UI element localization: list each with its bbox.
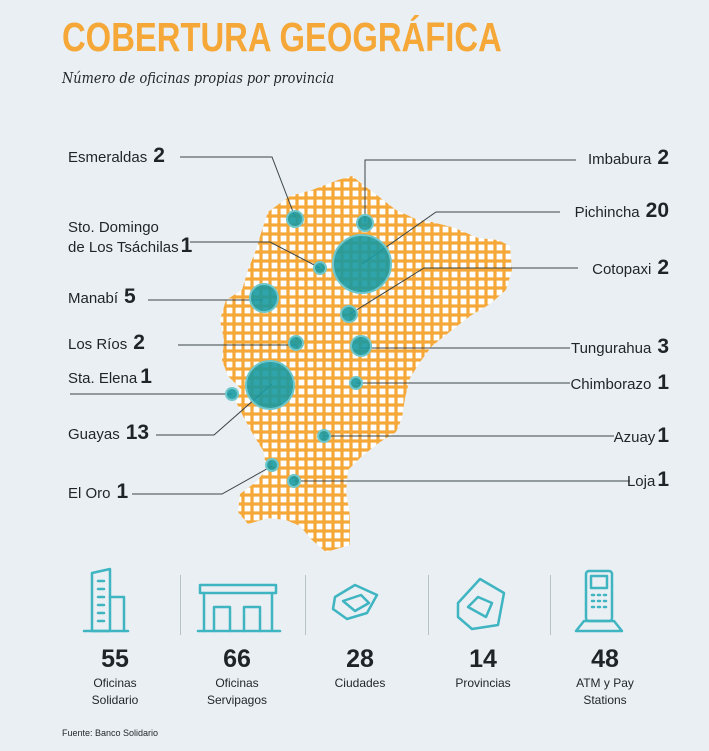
building-icon [82,567,130,633]
divider [305,575,306,635]
label-los-rios: Los Ríos 2 [68,331,145,354]
label-chimborazo: Chimborazo 1 [570,371,669,394]
label-sta-elena: Sta. Elena 1 [68,365,152,388]
bubble-imbabura [356,214,374,232]
leader-line [364,159,576,222]
page-title: COBERTURA GEOGRÁFICA [62,14,502,60]
bubble-loja [287,474,301,488]
stat-value: 55 [101,645,129,673]
stat-value: 14 [469,645,497,673]
stat-label: ATM y Pay Stations [576,676,634,707]
bubble-manabi [249,283,279,313]
atm-icon [574,569,624,633]
bubble-azuay [317,429,331,443]
stat-value: 66 [223,645,251,673]
label-el-oro: El Oro 1 [68,480,129,503]
label-esmeraldas: Esmeraldas 2 [68,144,165,167]
bubble-el-oro [265,458,279,472]
stat-value: 48 [591,645,619,673]
label-tungurahua: Tungurahua 3 [570,335,669,358]
leader-line [349,267,578,315]
bubble-esmeraldas [286,210,304,228]
leader-line [361,211,560,265]
divider [550,575,551,635]
stat-label: Provincias [455,676,511,690]
page-subtitle: Número de oficinas propias por provincia [62,69,335,87]
bubble-tungurahua [350,335,372,357]
leader-line [190,241,321,269]
city-icon [331,583,379,621]
ecuador-map [70,156,630,552]
stat-label: Oficinas Servipagos [206,676,268,707]
bubble-sta-elena [225,387,239,401]
source-note: Fuente: Banco Solidario [62,728,159,738]
bubble-cotopaxi [340,305,358,323]
bubble-guayas [245,360,295,410]
label-azuay: Azuay1 [613,424,669,447]
bubble-sto-domingo [313,261,327,275]
stats-row: 55 Oficinas Solidario 66 Oficinas Servip… [60,565,660,715]
stat-value: 28 [346,645,374,673]
office-icon [196,583,282,633]
map-shape [220,176,512,552]
label-pichincha: Pichincha 20 [574,199,669,222]
divider [180,575,181,635]
bubble-pichincha [332,234,392,294]
stat-label: Ciudades [334,676,386,690]
leader-line [132,465,273,495]
stat-label: Oficinas Solidario [91,676,139,707]
label-manabi: Manabí 5 [68,285,136,308]
label-guayas: Guayas 13 [68,421,150,444]
bubble-los-rios [288,335,304,351]
leader-line [180,156,296,218]
province-icon [456,577,506,631]
label-sto-domingo: Sto. Domingo de Los Tsáchilas1 [68,219,193,257]
divider [428,575,429,635]
label-imbabura: Imbabura 2 [587,146,669,169]
label-cotopaxi: Cotopaxi 2 [592,256,669,279]
label-loja: Loja1 [626,468,669,491]
bubble-chimborazo [349,376,363,390]
